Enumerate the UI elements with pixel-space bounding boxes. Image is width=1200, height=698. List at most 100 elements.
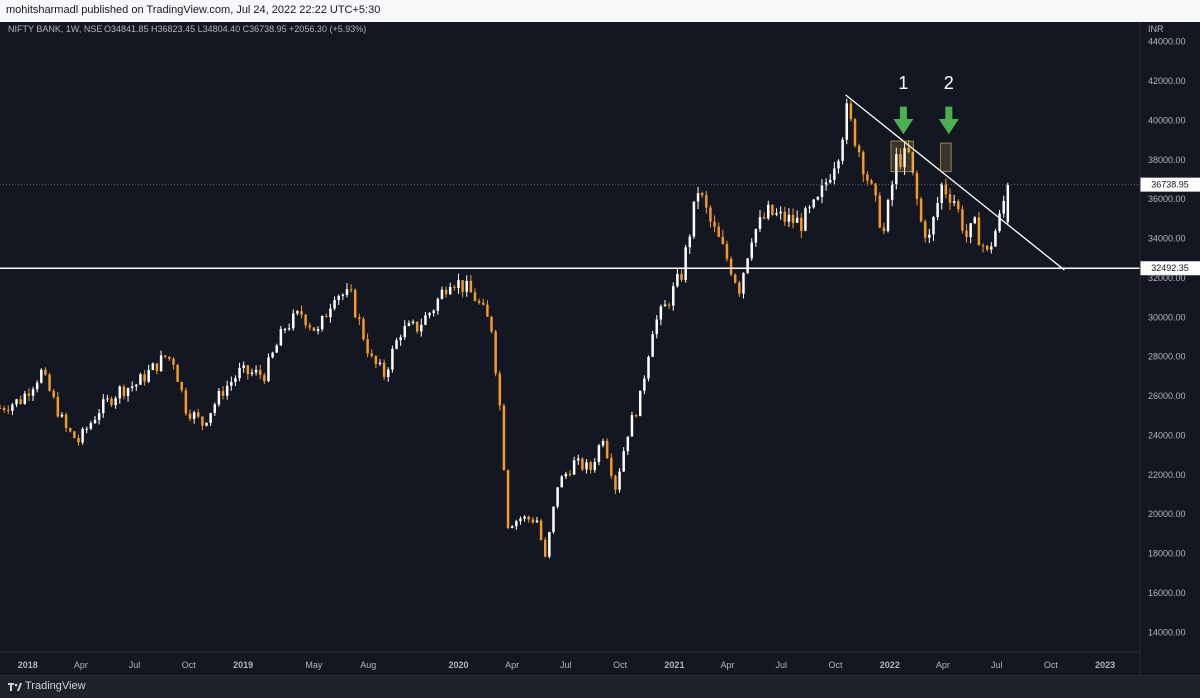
candle-body bbox=[486, 304, 489, 317]
currency-label: INR bbox=[1148, 24, 1164, 34]
footer-brand: TradingView bbox=[25, 680, 86, 692]
candle-body bbox=[845, 103, 848, 140]
y-tick-label: 38000.00 bbox=[1148, 155, 1186, 165]
candle-body bbox=[345, 289, 349, 295]
candle-body bbox=[325, 315, 328, 318]
candle-body bbox=[965, 230, 968, 238]
candle-body bbox=[531, 519, 535, 523]
candle-body bbox=[35, 382, 39, 390]
candle-body bbox=[60, 414, 64, 417]
publisher-text: mohitsharmadl published on TradingView.c… bbox=[6, 4, 381, 16]
candle-body bbox=[981, 245, 985, 247]
candle-body bbox=[163, 355, 167, 357]
chart-area[interactable]: 32492.35 36738.95 1 2 14000.00 16000.00 18000… bbox=[0, 22, 1200, 675]
x-tick-label: Jul bbox=[775, 660, 787, 670]
candle-body bbox=[742, 273, 745, 294]
candle-body bbox=[73, 431, 76, 439]
x-tick-label: 2022 bbox=[880, 660, 900, 670]
candle-body bbox=[48, 374, 51, 391]
candle-body bbox=[655, 319, 658, 334]
candle-body bbox=[692, 201, 696, 237]
candle-body bbox=[961, 209, 964, 231]
candle-body bbox=[758, 217, 762, 230]
candle-body bbox=[824, 182, 828, 186]
y-tick-label: 34000.00 bbox=[1148, 234, 1186, 244]
candle-body bbox=[283, 329, 287, 331]
candle-body bbox=[234, 378, 237, 382]
candle-body bbox=[990, 246, 993, 250]
candle-body bbox=[209, 413, 212, 423]
candle-body bbox=[816, 197, 820, 200]
candle-body bbox=[44, 369, 47, 375]
candle-body bbox=[527, 516, 530, 520]
candle-body bbox=[448, 286, 452, 295]
candle-body bbox=[907, 147, 910, 153]
candle-body bbox=[213, 404, 217, 414]
candle-body bbox=[721, 236, 725, 244]
candle-body bbox=[316, 329, 320, 331]
candle-body bbox=[197, 412, 200, 417]
drawings: 32492.35 36738.95 1 2 bbox=[0, 73, 1200, 276]
candle-body bbox=[969, 223, 972, 238]
candle-body bbox=[201, 416, 204, 426]
candle-body bbox=[362, 319, 365, 340]
candle-body bbox=[403, 325, 407, 338]
candle-body bbox=[382, 362, 386, 377]
candle-body bbox=[172, 358, 175, 365]
candle-body bbox=[420, 324, 423, 332]
candle-body bbox=[498, 373, 502, 406]
candle-body bbox=[7, 409, 10, 411]
candle-body bbox=[473, 292, 477, 301]
candle-body bbox=[424, 315, 427, 325]
candle-body bbox=[465, 280, 468, 292]
candle-body bbox=[886, 199, 890, 232]
candlestick-chart[interactable]: 32492.35 36738.95 1 2 14000.00 16000.00 18000… bbox=[0, 22, 1200, 675]
candle-body bbox=[180, 381, 183, 391]
candle-body bbox=[957, 201, 960, 210]
candle-body bbox=[746, 258, 749, 274]
candle-body bbox=[659, 306, 663, 320]
candle-body bbox=[436, 298, 440, 311]
axes: 14000.00 16000.00 18000.00 20000.00 22000.00… bbox=[0, 22, 1186, 675]
candle-body bbox=[391, 348, 394, 370]
candle-body bbox=[399, 337, 402, 341]
y-tick-label: 32000.00 bbox=[1148, 273, 1186, 283]
candle-body bbox=[27, 393, 31, 396]
candle-body bbox=[395, 340, 398, 349]
candle-body bbox=[866, 174, 869, 181]
candle-body bbox=[783, 211, 787, 222]
candle-body bbox=[800, 217, 803, 231]
annotation-number: 2 bbox=[944, 73, 954, 93]
candle-body bbox=[349, 289, 353, 291]
candle-body bbox=[31, 389, 35, 396]
candle-body bbox=[733, 274, 737, 283]
candle-body bbox=[762, 217, 766, 219]
candle-body bbox=[985, 245, 989, 250]
footer: TradingView bbox=[0, 675, 1200, 698]
candle-body bbox=[221, 390, 225, 396]
candle-body bbox=[217, 390, 221, 405]
last-price-tag bbox=[1140, 177, 1200, 192]
candle-body bbox=[643, 378, 646, 391]
candle-body bbox=[998, 213, 1001, 231]
candle-body bbox=[552, 506, 555, 533]
x-tick-label: 2021 bbox=[664, 660, 684, 670]
y-tick-label: 16000.00 bbox=[1148, 588, 1186, 598]
candle-body bbox=[535, 520, 539, 523]
candle-body bbox=[890, 183, 894, 200]
candle-body bbox=[589, 462, 592, 470]
candle-body bbox=[804, 208, 807, 231]
candle-body bbox=[155, 363, 159, 372]
candle-body bbox=[296, 311, 299, 314]
candle-body bbox=[808, 207, 811, 209]
candle-body bbox=[52, 390, 55, 398]
candle-body bbox=[626, 436, 630, 452]
candle-body bbox=[543, 539, 547, 557]
candle-body bbox=[300, 311, 303, 315]
y-tick-label: 22000.00 bbox=[1148, 470, 1186, 480]
candle-body bbox=[411, 321, 415, 324]
candle-body bbox=[23, 393, 27, 404]
candle-body bbox=[936, 203, 939, 218]
candle-body bbox=[903, 147, 906, 168]
candle-body bbox=[135, 384, 138, 387]
